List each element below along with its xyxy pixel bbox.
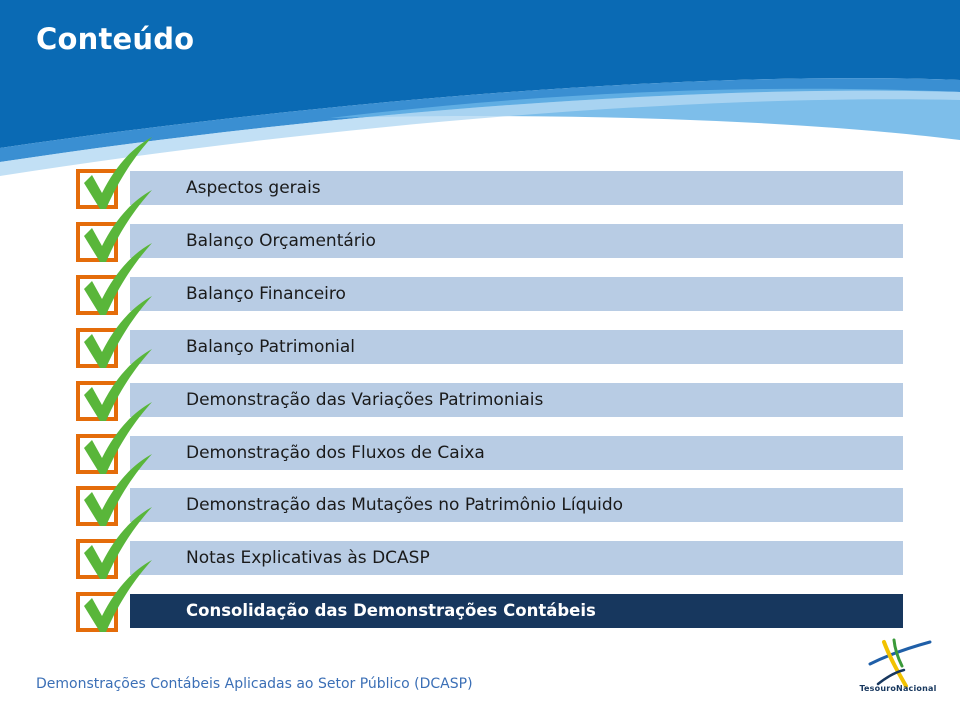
checkmark-icon [84,190,152,262]
list-item[interactable]: Balanço Orçamentário [130,224,903,258]
checkmark-icon [84,560,152,632]
footer-text: Demonstrações Contábeis Aplicadas ao Set… [36,676,473,692]
checkmark-icon [84,402,152,474]
list-item[interactable]: Balanço Financeiro [130,277,903,311]
checkmark-icon [84,296,152,368]
page-title: Conteúdo [36,22,195,56]
list-item-label: Demonstração dos Fluxos de Caixa [186,443,485,463]
list-item-label: Demonstração das Variações Patrimoniais [186,390,544,410]
checkbox[interactable] [76,592,118,632]
list-item-label: Balanço Financeiro [186,284,346,304]
list-item-label: Demonstração das Mutações no Patrimônio … [186,495,624,515]
checkbox[interactable] [76,381,118,421]
checkbox[interactable] [76,275,118,315]
list-item[interactable]: Balanço Patrimonial [130,330,903,364]
checkbox[interactable] [76,539,118,579]
checkmark-icon [84,349,152,421]
checkbox[interactable] [76,222,118,262]
list-item[interactable]: Demonstração das Variações Patrimoniais [130,383,903,417]
checkbox[interactable] [76,486,118,526]
list-item[interactable]: Notas Explicativas às DCASP [130,541,903,575]
tesouro-nacional-logo [868,638,932,688]
checkmark-icon [84,137,152,209]
checkmark-icon [84,454,152,526]
checkmark-icon [84,507,152,579]
list-item-label: Balanço Patrimonial [186,337,356,357]
list-item-label: Notas Explicativas às DCASP [186,548,430,568]
list-item[interactable]: Demonstração das Mutações no Patrimônio … [130,488,903,522]
list-item-label: Consolidação das Demonstrações Contábeis [186,601,596,620]
list-item[interactable]: Aspectos gerais [130,171,903,205]
checkbox[interactable] [76,169,118,209]
list-item[interactable]: Demonstração dos Fluxos de Caixa [130,436,903,470]
list-item-label: Aspectos gerais [186,178,321,198]
header-banner [0,0,960,190]
checkmark-icon [84,243,152,315]
list-item-label: Balanço Orçamentário [186,231,376,251]
list-item[interactable]: Consolidação das Demonstrações Contábeis [130,594,903,628]
logo-wordmark: TesouroNacional [859,684,937,693]
checkbox[interactable] [76,434,118,474]
checkbox[interactable] [76,328,118,368]
